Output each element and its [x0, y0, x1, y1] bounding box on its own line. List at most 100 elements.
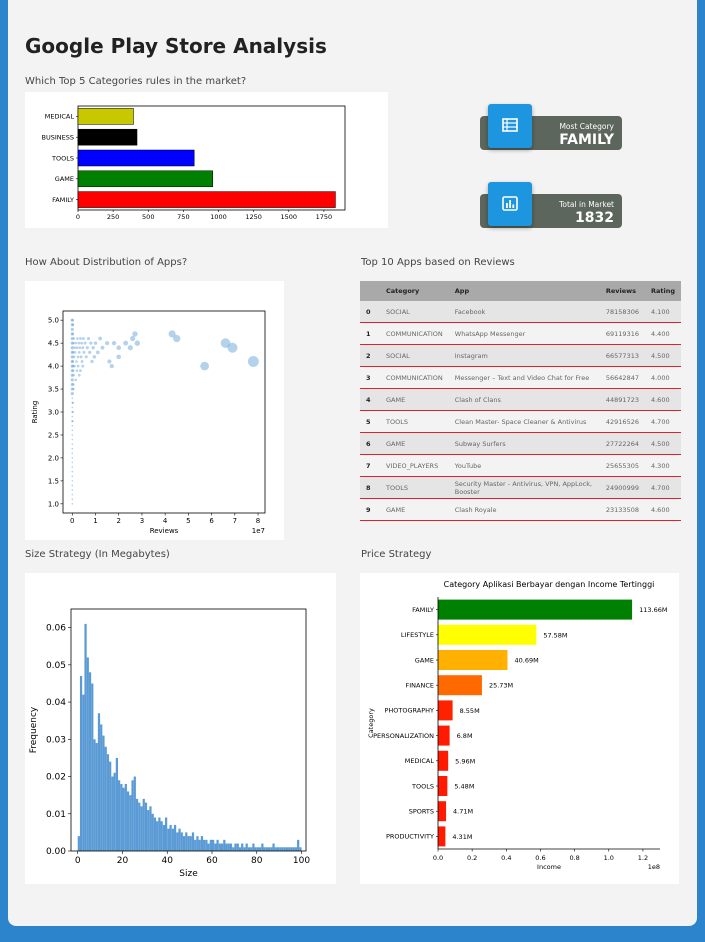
point	[71, 475, 74, 478]
y-tick-label: GAME	[55, 175, 74, 183]
point	[71, 452, 74, 455]
y-tick-label: LIFESTYLE	[401, 631, 434, 639]
row-index: 5	[360, 410, 380, 433]
x-tick-label: 1.2	[638, 854, 648, 862]
point	[107, 359, 112, 364]
histogram-bar	[91, 683, 94, 851]
histogram-bar	[122, 787, 125, 851]
histogram-bar	[151, 813, 154, 851]
table-header: Rating	[644, 281, 681, 301]
histogram-bar	[223, 839, 226, 851]
histogram-bar	[104, 746, 107, 851]
point	[123, 340, 129, 346]
point	[75, 369, 79, 372]
table-body: 0 SOCIAL Facebook 78158306 4.100 1 COMMUNICATI…	[360, 301, 681, 521]
x-multiplier: 1e7	[252, 527, 265, 535]
histogram-bar	[232, 847, 235, 851]
chart-title: Category Aplikasi Berbayar dengan Income…	[444, 580, 655, 589]
cell-rating: 4.500	[644, 344, 681, 367]
x-tick-label: 0	[75, 856, 81, 866]
histogram-bar	[267, 847, 271, 851]
point	[72, 383, 75, 386]
top10-table-panel: Category App Reviews Rating 0 SOCIAL Faceb…	[360, 281, 681, 521]
y-tick-label: 4.5	[48, 340, 59, 348]
bar	[438, 624, 537, 645]
data-label: 113.66M	[639, 606, 667, 614]
table-header: App	[448, 281, 600, 301]
page-title: Google Play Store Analysis	[25, 34, 327, 58]
histogram-bar	[256, 847, 259, 851]
histogram-bar	[200, 836, 204, 851]
point	[71, 406, 74, 409]
y-tick-label: GAME	[415, 656, 434, 664]
point	[96, 350, 100, 355]
cell-rating: 4.500	[644, 432, 681, 455]
y-tick-label: PHOTOGRAPHY	[384, 707, 434, 715]
point	[71, 420, 74, 422]
y-tick-label: 1.0	[48, 500, 59, 508]
point	[220, 338, 231, 348]
price-chart-panel: Category Aplikasi Berbayar dengan Income…	[360, 573, 679, 884]
point	[70, 323, 74, 327]
point	[71, 411, 74, 413]
point	[70, 364, 74, 368]
point	[247, 356, 259, 367]
y-tick-label: BUSINESS	[42, 134, 74, 142]
point	[130, 335, 136, 342]
cell-category: TOOLS	[380, 410, 449, 433]
histogram-bar	[292, 847, 295, 851]
cell-app: YouTube	[448, 454, 600, 477]
point	[116, 345, 122, 351]
histogram-bar	[93, 739, 96, 851]
histogram-bar	[238, 847, 242, 851]
cell-reviews: 42916526	[599, 410, 645, 433]
size-histogram-chart: 0 20 40 60 80 100 0.00 0.01 0.02 0.03 0.04 0.05 0.06…	[29, 608, 310, 879]
histogram-bar	[243, 847, 246, 851]
point	[71, 480, 74, 482]
cell-rating: 4.700	[644, 476, 681, 499]
point	[70, 318, 74, 322]
histogram-bar	[227, 843, 230, 851]
cell-reviews: 27722264	[599, 432, 645, 455]
point	[71, 443, 74, 445]
row-index: 8	[360, 476, 380, 499]
cell-category: GAME	[380, 498, 449, 521]
histogram-bar	[156, 821, 159, 851]
x-tick-label: 1.0	[604, 854, 614, 862]
point	[200, 361, 209, 371]
point	[78, 346, 82, 350]
y-tick-label: MEDICAL	[405, 757, 435, 765]
table-row: 9 GAME Clash Royale 23133508 4.600	[360, 498, 681, 521]
point	[70, 369, 74, 373]
y-tick-label: 1.5	[48, 477, 59, 485]
y-tick-label: 2.5	[48, 431, 59, 439]
point	[134, 340, 141, 346]
cell-app: Clean Master- Space Cleaner & Antivirus	[448, 410, 600, 433]
histogram-bar	[113, 772, 116, 851]
x-tick-label: 500	[142, 213, 154, 221]
cell-category: VIDEO_PLAYERS	[380, 454, 449, 477]
histogram-bar	[245, 843, 248, 851]
x-tick-label: 80	[251, 856, 263, 866]
kpi-most-category: Most Category FAMILY	[480, 104, 622, 150]
point	[79, 337, 82, 340]
histogram-bar	[276, 847, 280, 851]
y-tick-label: 5.0	[48, 317, 59, 325]
point	[88, 350, 92, 354]
cell-app: Clash Royale	[448, 498, 600, 521]
point	[105, 341, 110, 346]
point	[70, 350, 74, 354]
histogram-bar	[205, 839, 208, 851]
cell-rating: 4.000	[644, 366, 681, 389]
histogram-bar	[236, 843, 239, 851]
point	[71, 470, 74, 473]
data-label: 6.8M	[457, 732, 473, 740]
bar-chart-icon	[488, 182, 532, 226]
histogram-bar	[88, 672, 92, 851]
histogram-bar	[120, 783, 123, 851]
point	[71, 466, 74, 468]
histogram-bar	[100, 724, 103, 851]
point	[76, 355, 80, 359]
point	[91, 346, 95, 350]
cell-category: TOOLS	[380, 476, 449, 499]
